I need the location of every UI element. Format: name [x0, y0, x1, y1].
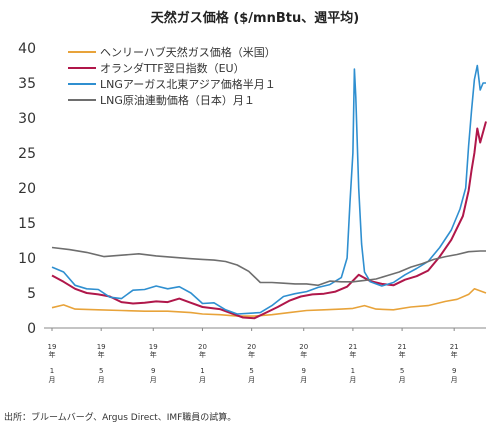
series-lines	[51, 64, 487, 320]
legend-label: LNGアーガス北東アジア価格半月１	[100, 77, 276, 91]
x-tick-label: 19	[149, 343, 158, 351]
series-line-4	[51, 246, 486, 287]
x-tick-label: 5	[249, 367, 253, 375]
x-tick-label: 月	[451, 376, 458, 384]
x-tick-label: 月	[98, 376, 105, 384]
y-tick-label: 40	[18, 41, 36, 57]
y-axis-ticks: 0 5 10 15 20 25 30 35 40	[18, 41, 36, 337]
legend-label: ヘンリーハブ天然ガス価格（米国）	[100, 45, 276, 59]
chart-title: 天然ガス価格 ($/mnBtu、週平均)	[151, 10, 359, 26]
x-tick-label: 月	[150, 376, 157, 384]
y-tick-label: 20	[18, 181, 36, 197]
x-tick-label: 年	[349, 350, 356, 359]
x-tick-label: 月	[399, 376, 406, 384]
source-note: 出所：ブルームバーグ、Argus Direct、IMF職員の試算。	[4, 411, 236, 423]
legend: ヘンリーハブ天然ガス価格（米国） オランダTTF翌日指数（EU） LNGアーガス北東…	[68, 45, 276, 107]
x-tick-label: 年	[199, 350, 206, 359]
y-tick-label: 10	[18, 251, 36, 267]
x-tick-label: 19	[97, 343, 106, 351]
x-tick-label: 9	[301, 367, 305, 375]
x-tick-label: 5	[400, 367, 404, 375]
x-tick-label: 年	[248, 350, 255, 359]
x-tick-label: 21	[450, 343, 459, 351]
x-tick-label: 5	[99, 367, 103, 375]
x-tick-label: 年	[150, 350, 157, 359]
legend-label: LNG原油連動価格（日本）月１	[100, 93, 255, 107]
series-line-3	[51, 64, 486, 315]
x-tick-label: 年	[451, 350, 458, 359]
x-tick-label: 20	[247, 343, 256, 351]
series-line-2	[51, 121, 487, 320]
x-tick-label: 21	[398, 343, 407, 351]
x-tick-label: 月	[300, 376, 307, 384]
x-tick-label: 月	[199, 376, 206, 384]
y-tick-label: 0	[27, 321, 36, 337]
x-tick-label: 月	[248, 376, 255, 384]
x-tick-label: 21	[348, 343, 357, 351]
x-tick-label: 9	[452, 367, 456, 375]
x-axis-ticks: 19年1月19年5月19年9月20年1月20年5月20年9月21年1月21年5月…	[48, 328, 459, 384]
y-tick-label: 30	[18, 111, 36, 127]
x-tick-label: 月	[49, 376, 56, 384]
y-tick-label: 35	[18, 76, 36, 92]
x-tick-label: 20	[198, 343, 207, 351]
x-tick-label: 1	[50, 367, 54, 375]
y-tick-label: 25	[18, 146, 36, 162]
legend-label: オランダTTF翌日指数（EU）	[100, 61, 245, 75]
x-tick-label: 1	[351, 367, 355, 375]
x-tick-label: 年	[300, 350, 307, 359]
x-tick-label: 年	[98, 350, 105, 359]
x-tick-label: 月	[349, 376, 356, 384]
x-tick-label: 年	[49, 350, 56, 359]
x-tick-label: 年	[399, 350, 406, 359]
series-line-1	[51, 287, 487, 317]
x-tick-label: 9	[151, 367, 155, 375]
y-tick-label: 5	[27, 286, 36, 302]
x-tick-label: 19	[48, 343, 57, 351]
y-tick-label: 15	[18, 216, 36, 232]
x-tick-label: 1	[200, 367, 204, 375]
x-tick-label: 20	[299, 343, 308, 351]
